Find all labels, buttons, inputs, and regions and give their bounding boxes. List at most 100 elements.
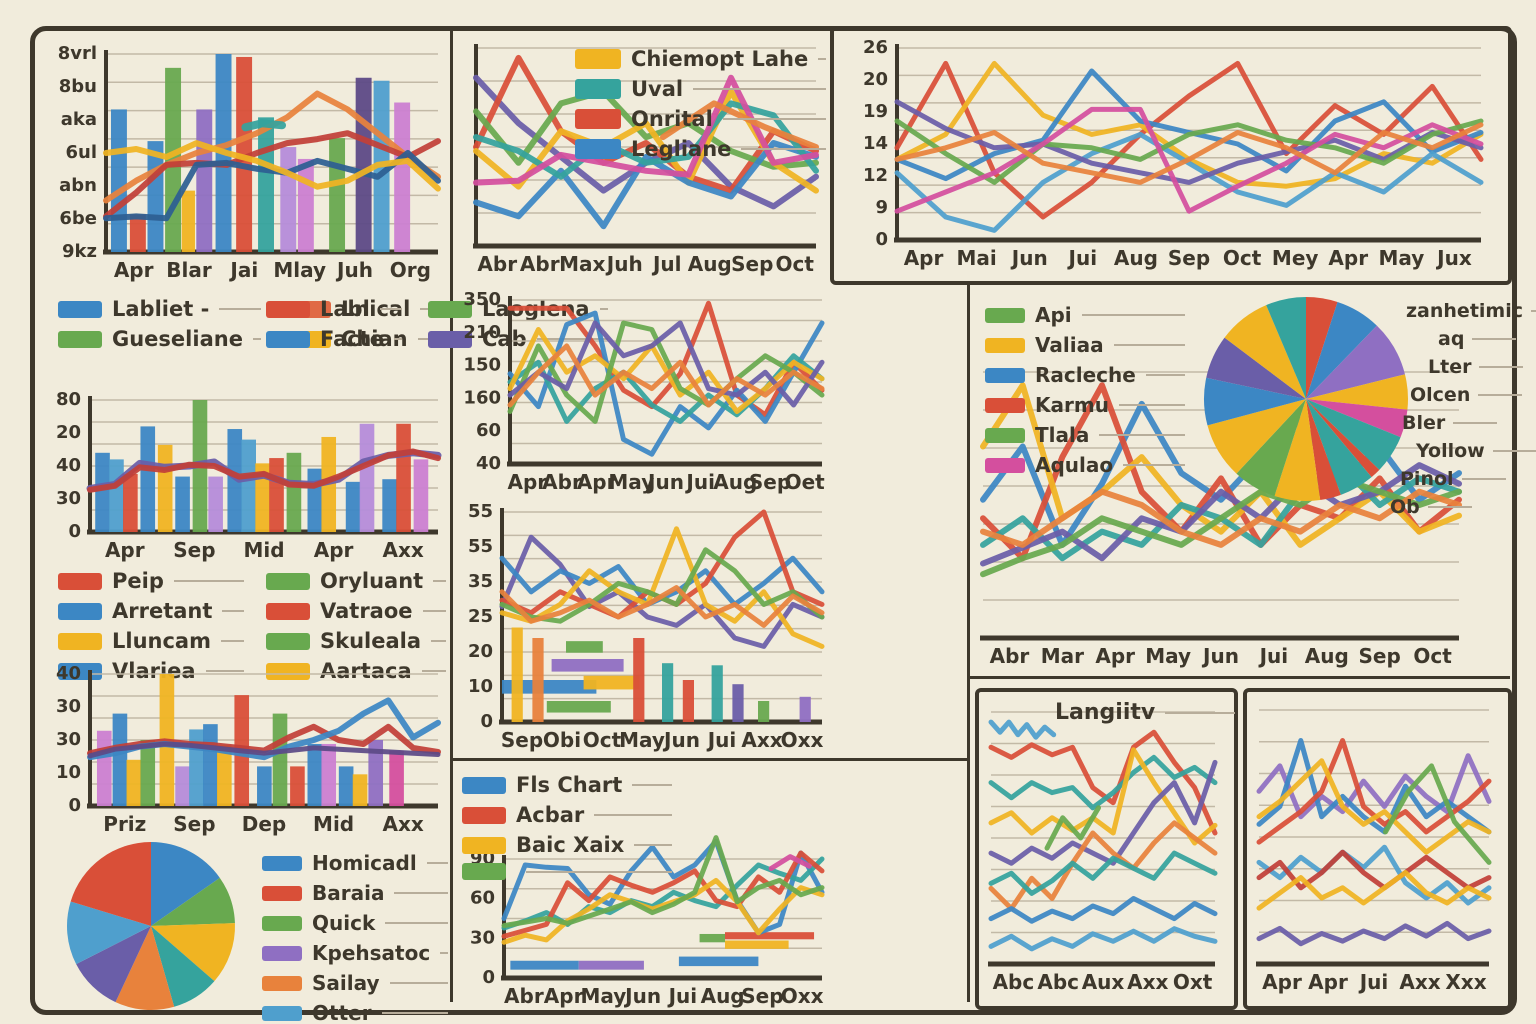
legend-rule xyxy=(1099,434,1185,436)
svg-text:Jun: Jun xyxy=(623,984,661,1008)
svg-text:Abr: Abr xyxy=(542,470,582,494)
top-right-line-chart: 26 20 19 14 12 9 0 Apr Mai Jun Jui Aug Sep Oct Mey Apr M… xyxy=(845,36,1495,272)
svg-text:8vrl: 8vrl xyxy=(58,43,97,64)
svg-text:Obi: Obi xyxy=(543,728,581,752)
legend-swatch xyxy=(266,330,310,348)
svg-text:Blar: Blar xyxy=(166,258,212,282)
legend-rule xyxy=(394,892,449,894)
legend-top-left-a: Labliet - Lnical Gueseliane Chian xyxy=(58,294,429,354)
legend-swatch xyxy=(262,915,302,931)
svg-text:Juh: Juh xyxy=(335,258,373,282)
svg-text:Max: Max xyxy=(559,252,605,276)
legend-mid-left-b: Oryluant Vatraoe Skuleala Aartaca xyxy=(266,566,446,686)
svg-text:8bu: 8bu xyxy=(59,76,97,97)
legend-label: Homicadl xyxy=(312,851,417,875)
legend-swatch xyxy=(58,330,102,348)
legend-item: Baic Xaix xyxy=(462,833,672,857)
pie-slice-label-text: Olcen xyxy=(1410,384,1471,406)
svg-text:30: 30 xyxy=(56,488,81,509)
legend-swatch xyxy=(575,49,621,69)
mid-top-line-chart: Abr Abr Max Juh Jul Aug Sep Oct xyxy=(460,36,826,278)
legend-swatch xyxy=(266,602,310,620)
svg-text:Abc: Abc xyxy=(993,970,1035,994)
legend-label: Vlariea xyxy=(112,659,196,683)
legend-rule xyxy=(741,148,827,150)
legend-rule xyxy=(1118,404,1185,406)
legend-right-middle: Api Valiaa Racleche Karmu Tlala Aqulao xyxy=(985,300,1185,480)
legend-rule xyxy=(385,922,449,924)
svg-text:55: 55 xyxy=(468,501,493,522)
legend-rule xyxy=(599,308,608,310)
title-rule xyxy=(1165,711,1236,714)
legend-rule xyxy=(389,982,449,984)
legend-mid-bottom: Fls Chart Acbar Baic Xaix xyxy=(462,770,672,883)
legend-swatch xyxy=(58,602,102,620)
legend-item: Fls Chart xyxy=(462,773,672,797)
legend-item: Api xyxy=(985,303,1185,327)
svg-text:Jui: Jui xyxy=(684,470,715,494)
legend-swatch xyxy=(262,885,302,901)
legend-rule xyxy=(818,58,827,60)
svg-text:aka: aka xyxy=(61,109,97,130)
legend-rule xyxy=(693,88,827,90)
legend-swatch xyxy=(985,367,1025,383)
legend-label: Peip xyxy=(112,569,164,593)
legend-item: Onrital xyxy=(575,107,827,131)
pie-label-rule xyxy=(1427,506,1472,508)
svg-text:Mid: Mid xyxy=(243,538,284,562)
svg-text:150: 150 xyxy=(463,355,501,376)
svg-text:Jun: Jun xyxy=(1201,644,1239,668)
svg-text:Abc: Abc xyxy=(1037,970,1079,994)
pie-slice-label-text: zanhetimic xyxy=(1406,300,1523,322)
svg-text:Oct: Oct xyxy=(1413,644,1452,668)
legend-swatch xyxy=(985,457,1025,473)
top-right-chart-box xyxy=(830,26,1512,285)
legend-rule xyxy=(632,784,672,786)
svg-text:Aux: Aux xyxy=(1082,970,1125,994)
legend-rule xyxy=(1145,374,1185,376)
legend-item: Oryluant xyxy=(266,569,446,593)
legend-label: Quick xyxy=(312,911,376,935)
svg-text:May: May xyxy=(608,470,654,494)
svg-text:Axx: Axx xyxy=(1127,970,1168,994)
legend-label: Baic Xaix xyxy=(516,833,625,857)
svg-text:Sep: Sep xyxy=(731,252,773,276)
pie-slice-label: Bler xyxy=(1402,412,1516,434)
legend-swatch xyxy=(428,330,473,348)
svg-text:May: May xyxy=(1145,644,1191,668)
legend-swatch xyxy=(985,427,1025,443)
svg-text:Sep: Sep xyxy=(1359,644,1401,668)
pie-slice-label: zanhetimic xyxy=(1406,300,1536,322)
legend-swatch xyxy=(575,139,621,159)
legend-swatch xyxy=(58,572,102,590)
svg-text:Apr: Apr xyxy=(904,246,944,270)
mid-bottom-combo-chart: 90 60 30 0 Abr Apr May Jun Jui Aug Sep Oxx xyxy=(458,764,832,1010)
svg-text:9kz: 9kz xyxy=(62,241,97,262)
legend-label: Fls Chart xyxy=(516,773,623,797)
svg-text:10: 10 xyxy=(56,762,81,783)
bottom-right-line-chart-1: Abc Abc Aux Axx Oxt xyxy=(985,700,1221,996)
svg-text:abn: abn xyxy=(59,175,97,196)
svg-text:May: May xyxy=(1378,246,1424,270)
legend-label: Lluncam xyxy=(112,629,211,653)
pie-slice-label-text: Yollow xyxy=(1416,440,1485,462)
legend-swatch xyxy=(266,632,310,650)
legend-item: Gueseliane xyxy=(58,327,261,351)
legend-item: Chiemopt Lahe xyxy=(575,47,827,71)
bottom-left-pie-chart xyxy=(58,840,244,1012)
svg-text:Jui: Jui xyxy=(1258,644,1289,668)
svg-text:12: 12 xyxy=(863,165,888,186)
legend-rule xyxy=(205,670,244,672)
legend-swatch xyxy=(575,79,621,99)
svg-text:Aug: Aug xyxy=(688,252,732,276)
svg-text:20: 20 xyxy=(468,641,493,662)
legend-rule xyxy=(1113,344,1185,346)
legend-item: Baraia xyxy=(262,881,449,905)
legend-swatch xyxy=(266,662,310,680)
svg-text:Jul: Jul xyxy=(651,252,682,276)
legend-swatch xyxy=(262,1005,302,1021)
chart-title-langiitv: Langiitv xyxy=(1055,700,1236,725)
svg-text:Apr: Apr xyxy=(1308,970,1348,994)
legend-label: Oryluant xyxy=(320,569,424,593)
